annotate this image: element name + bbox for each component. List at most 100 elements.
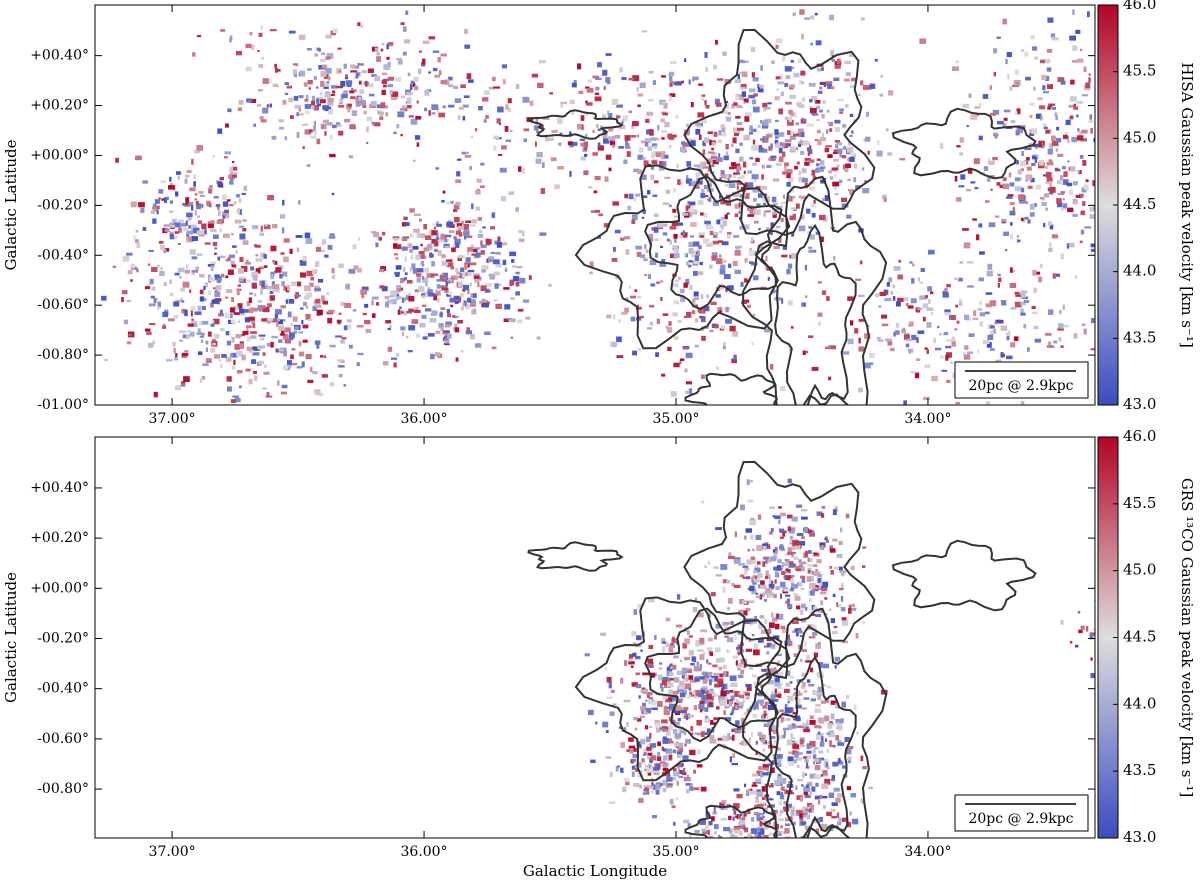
emission-patch xyxy=(1018,200,1026,204)
emission-patch xyxy=(436,279,442,282)
emission-patch xyxy=(720,174,726,179)
emission-patch xyxy=(791,544,796,550)
emission-patch xyxy=(1075,29,1081,34)
emission-patch xyxy=(731,162,736,167)
emission-patch xyxy=(792,540,799,546)
emission-patch xyxy=(449,297,456,303)
emission-patch xyxy=(1032,311,1038,315)
emission-patch xyxy=(684,58,687,62)
emission-patch xyxy=(803,642,807,647)
emission-patch xyxy=(782,171,789,175)
emission-patch xyxy=(266,342,271,347)
emission-patch xyxy=(424,308,432,312)
emission-patch xyxy=(453,250,456,254)
emission-patch xyxy=(305,353,312,360)
emission-patch xyxy=(370,100,377,106)
emission-patch xyxy=(778,156,784,163)
emission-patch xyxy=(371,313,376,318)
emission-patch xyxy=(1047,148,1053,155)
emission-patch xyxy=(238,198,242,203)
x-tick-label: 36.00° xyxy=(401,844,448,860)
emission-patch xyxy=(652,80,656,86)
emission-patch xyxy=(670,663,673,669)
emission-patch xyxy=(212,342,216,346)
emission-patch xyxy=(194,198,198,201)
emission-patch xyxy=(1071,169,1076,172)
emission-patch xyxy=(798,176,806,183)
emission-patch xyxy=(701,188,705,194)
emission-patch xyxy=(1048,159,1053,164)
emission-patch xyxy=(628,146,631,149)
emission-patch xyxy=(730,712,733,716)
emission-patch xyxy=(718,254,722,258)
emission-patch xyxy=(664,726,669,730)
emission-patch xyxy=(686,715,689,721)
emission-patch xyxy=(460,293,464,298)
emission-patch xyxy=(897,297,904,302)
emission-patch xyxy=(226,289,233,293)
emission-patch xyxy=(761,796,766,801)
emission-patch xyxy=(454,98,462,104)
emission-patch xyxy=(649,259,657,266)
emission-patch xyxy=(703,184,709,190)
emission-patch xyxy=(559,132,563,136)
emission-patch xyxy=(786,172,791,179)
emission-patch xyxy=(836,724,843,731)
contour xyxy=(742,607,888,838)
emission-patch xyxy=(764,825,769,830)
emission-patch xyxy=(786,634,790,640)
emission-patch xyxy=(533,125,539,131)
emission-patch xyxy=(262,306,270,313)
emission-patch xyxy=(309,366,313,373)
emission-patch xyxy=(770,767,775,774)
emission-patch xyxy=(711,816,715,822)
emission-patch xyxy=(821,113,825,119)
emission-patch xyxy=(709,738,717,744)
emission-patch xyxy=(824,346,831,350)
emission-patch xyxy=(1039,143,1043,148)
emission-patch xyxy=(669,226,677,230)
emission-patch xyxy=(770,165,773,168)
emission-patch xyxy=(776,823,780,830)
emission-patch xyxy=(1048,341,1052,345)
emission-patch xyxy=(753,704,759,710)
emission-patch xyxy=(751,773,759,777)
emission-patch xyxy=(830,700,837,705)
emission-patch xyxy=(148,303,156,307)
emission-patch xyxy=(787,526,792,532)
emission-patch xyxy=(415,333,421,338)
emission-patch xyxy=(620,742,626,749)
emission-patch xyxy=(515,281,520,287)
emission-patch xyxy=(437,56,441,63)
emission-patch xyxy=(447,280,451,284)
emission-patch xyxy=(1006,336,1010,341)
emission-patch xyxy=(101,295,107,301)
emission-patch xyxy=(580,115,585,121)
emission-patch xyxy=(147,342,154,348)
emission-patch xyxy=(756,561,761,565)
emission-patch xyxy=(1043,126,1048,130)
emission-patch xyxy=(324,131,327,136)
emission-patch xyxy=(1062,134,1068,139)
emission-patch xyxy=(996,36,1001,39)
emission-patch xyxy=(782,562,790,567)
emission-patch xyxy=(1000,325,1008,331)
emission-patch xyxy=(223,156,228,159)
emission-patch xyxy=(672,312,678,317)
emission-patch xyxy=(820,177,824,181)
emission-patch xyxy=(1020,49,1025,52)
emission-patch xyxy=(964,314,970,320)
emission-patch xyxy=(770,668,777,674)
emission-patch xyxy=(638,695,641,699)
emission-patch xyxy=(713,837,719,838)
emission-patch xyxy=(480,162,485,166)
emission-patch xyxy=(660,161,667,167)
emission-patch xyxy=(814,100,817,103)
emission-patch xyxy=(1005,355,1013,360)
emission-patch xyxy=(874,59,878,62)
emission-patch xyxy=(927,249,935,255)
emission-patch xyxy=(701,694,707,701)
emission-patch xyxy=(787,263,793,269)
emission-patch xyxy=(689,284,693,290)
emission-patch xyxy=(290,354,294,360)
